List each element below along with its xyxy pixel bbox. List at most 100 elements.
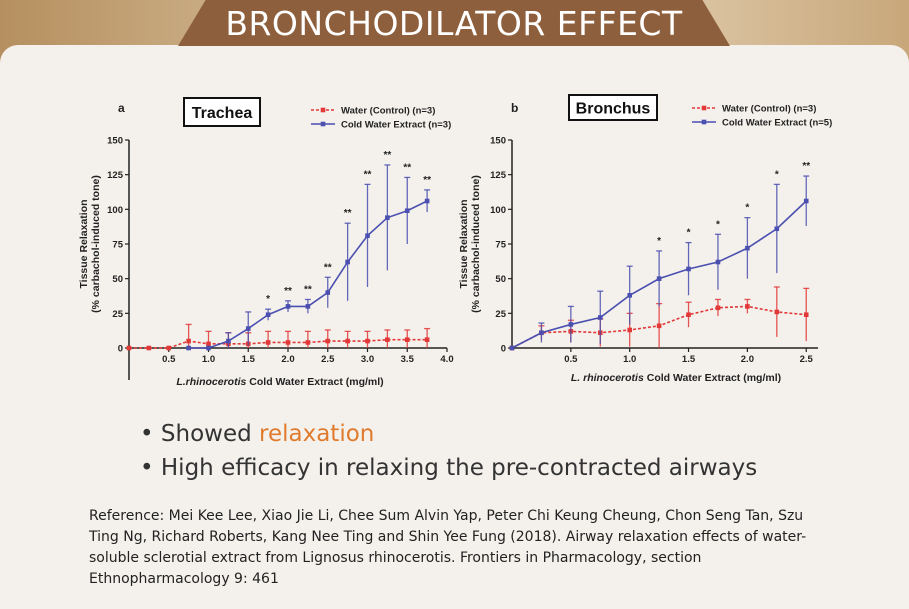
data-point bbox=[745, 245, 750, 251]
significance-marker: ** bbox=[423, 175, 431, 186]
data-point bbox=[715, 259, 721, 265]
data-point bbox=[803, 198, 809, 204]
y-tick-label: 75 bbox=[112, 240, 123, 251]
significance-marker: * bbox=[745, 203, 749, 214]
significance-marker: ** bbox=[364, 169, 372, 180]
y-axis-label-line2: (% carbachol-induced tone) bbox=[90, 175, 102, 313]
significance-marker: ** bbox=[344, 208, 352, 219]
significance-marker: * bbox=[775, 169, 779, 180]
data-point bbox=[345, 259, 350, 265]
significance-marker: * bbox=[716, 219, 720, 230]
y-tick-label: 25 bbox=[112, 309, 123, 320]
reference-text: Reference: Mei Kee Lee, Xiao Jie Li, Che… bbox=[89, 508, 807, 587]
data-point bbox=[745, 304, 750, 309]
y-axis-label-line1: Tissue Relaxation bbox=[78, 199, 90, 288]
y-axis-label-line2: (% carbachol-induced tone) bbox=[470, 175, 482, 313]
legend-marker bbox=[701, 105, 707, 111]
x-axis-label-italic: L.rhinocerotis bbox=[176, 376, 246, 388]
content-card bbox=[0, 45, 909, 609]
banner: BRONCHODILATOR EFFECT bbox=[178, 0, 730, 46]
legend-label: Water (Control) (n=3) bbox=[722, 104, 816, 115]
y-tick-label: 125 bbox=[490, 170, 507, 181]
y-tick-label: 125 bbox=[107, 170, 124, 181]
bullet-dot: • bbox=[140, 421, 161, 447]
series-line-extract bbox=[188, 200, 428, 349]
x-tick-label: 4.0 bbox=[440, 354, 453, 365]
data-point bbox=[186, 345, 191, 351]
significance-marker: ** bbox=[304, 284, 312, 295]
x-tick-label: 3.5 bbox=[401, 354, 415, 365]
data-point bbox=[509, 345, 515, 351]
y-tick-label: 100 bbox=[107, 205, 123, 216]
panel-label: a bbox=[118, 101, 125, 115]
significance-marker: ** bbox=[284, 286, 292, 297]
data-point bbox=[365, 338, 370, 344]
data-point bbox=[126, 345, 132, 351]
data-point bbox=[226, 338, 231, 344]
x-tick-label: 1.5 bbox=[682, 354, 696, 365]
data-point bbox=[265, 340, 271, 345]
data-point bbox=[186, 338, 191, 344]
bullet-relaxation: • Showed relaxation bbox=[140, 421, 374, 447]
data-point bbox=[385, 215, 390, 220]
chart-title: Trachea bbox=[192, 105, 253, 122]
data-point bbox=[627, 327, 632, 333]
data-point bbox=[627, 293, 632, 298]
x-axis-label: L.rhinocerotis Cold Water Extract (mg/ml… bbox=[176, 376, 383, 388]
y-tick-label: 50 bbox=[495, 274, 506, 285]
chart-title: Bronchus bbox=[576, 101, 651, 118]
bullet-efficacy: • High efficacy in relaxing the pre-cont… bbox=[140, 455, 757, 481]
data-point bbox=[285, 340, 291, 345]
x-tick-label: 3.0 bbox=[361, 354, 374, 365]
data-point bbox=[715, 305, 721, 311]
legend-marker bbox=[701, 119, 707, 125]
data-point bbox=[305, 340, 311, 345]
data-point bbox=[166, 345, 172, 351]
y-tick-label: 75 bbox=[495, 240, 506, 251]
data-point bbox=[774, 309, 780, 315]
x-tick-label: 0.5 bbox=[162, 354, 176, 365]
bullet-dot: • bbox=[140, 455, 161, 481]
x-tick-label: 0.5 bbox=[564, 354, 578, 365]
title-box bbox=[183, 97, 261, 127]
data-point bbox=[365, 233, 370, 238]
x-tick-label: 2.5 bbox=[800, 354, 814, 365]
data-point bbox=[774, 226, 780, 232]
data-point bbox=[686, 266, 691, 272]
data-point bbox=[597, 315, 603, 320]
data-point bbox=[206, 345, 211, 351]
data-point bbox=[656, 276, 662, 281]
series-line-control bbox=[129, 338, 428, 349]
data-point bbox=[424, 337, 430, 342]
x-tick-label: 1.0 bbox=[623, 354, 636, 365]
y-tick-label: 150 bbox=[490, 136, 506, 147]
y-tick-label: 0 bbox=[501, 344, 506, 355]
data-point bbox=[656, 323, 662, 329]
data-point bbox=[325, 338, 331, 344]
data-point bbox=[568, 322, 574, 327]
data-point bbox=[803, 312, 809, 318]
data-point bbox=[539, 330, 544, 336]
data-point bbox=[206, 341, 211, 347]
legend-label: Cold Water Extract (n=3) bbox=[341, 120, 451, 131]
legend-marker bbox=[320, 121, 326, 127]
data-point bbox=[345, 338, 350, 344]
data-point bbox=[404, 337, 410, 342]
significance-marker: ** bbox=[324, 262, 332, 273]
x-axis-label-italic: L. rhinocerotis bbox=[571, 372, 644, 384]
significance-marker: * bbox=[687, 228, 691, 239]
data-point bbox=[285, 304, 291, 309]
data-point bbox=[686, 312, 691, 318]
significance-marker: * bbox=[266, 294, 270, 305]
data-point bbox=[385, 337, 390, 342]
data-point bbox=[325, 290, 331, 295]
data-point bbox=[265, 312, 271, 318]
data-point bbox=[305, 304, 311, 309]
data-point bbox=[245, 326, 251, 331]
legend-label: Water (Control) (n=3) bbox=[341, 106, 435, 117]
bullet-prefix: Showed bbox=[160, 421, 260, 447]
x-axis-label: L. rhinocerotis Cold Water Extract (mg/m… bbox=[571, 372, 781, 384]
x-tick-label: 1.5 bbox=[242, 354, 256, 365]
significance-marker: ** bbox=[383, 150, 391, 161]
